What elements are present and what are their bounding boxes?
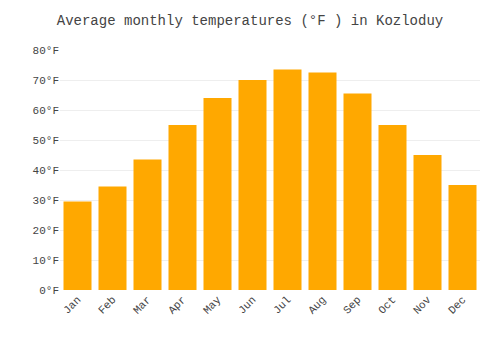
svg-text:Dec: Dec xyxy=(446,294,468,316)
svg-text:Jan: Jan xyxy=(61,294,83,316)
svg-text:60°F: 60°F xyxy=(33,105,59,117)
svg-text:Apr: Apr xyxy=(166,294,188,316)
svg-text:80°F: 80°F xyxy=(33,45,59,57)
svg-text:Sep: Sep xyxy=(341,294,363,316)
svg-text:10°F: 10°F xyxy=(33,255,59,267)
svg-text:30°F: 30°F xyxy=(33,195,59,207)
svg-text:May: May xyxy=(201,294,224,317)
svg-text:Jun: Jun xyxy=(236,294,258,316)
svg-text:50°F: 50°F xyxy=(33,135,59,147)
svg-text:Average monthly temperatures (: Average monthly temperatures (°F ) in Ko… xyxy=(57,13,443,29)
svg-text:70°F: 70°F xyxy=(33,75,59,87)
svg-text:0°F: 0°F xyxy=(39,285,59,297)
svg-text:Jul: Jul xyxy=(271,294,293,316)
svg-text:Feb: Feb xyxy=(96,294,118,316)
svg-text:40°F: 40°F xyxy=(33,165,59,177)
svg-text:Aug: Aug xyxy=(306,294,328,316)
svg-text:Mar: Mar xyxy=(131,294,153,316)
svg-text:20°F: 20°F xyxy=(33,225,59,237)
svg-text:Oct: Oct xyxy=(376,294,398,316)
svg-text:Nov: Nov xyxy=(411,294,434,317)
